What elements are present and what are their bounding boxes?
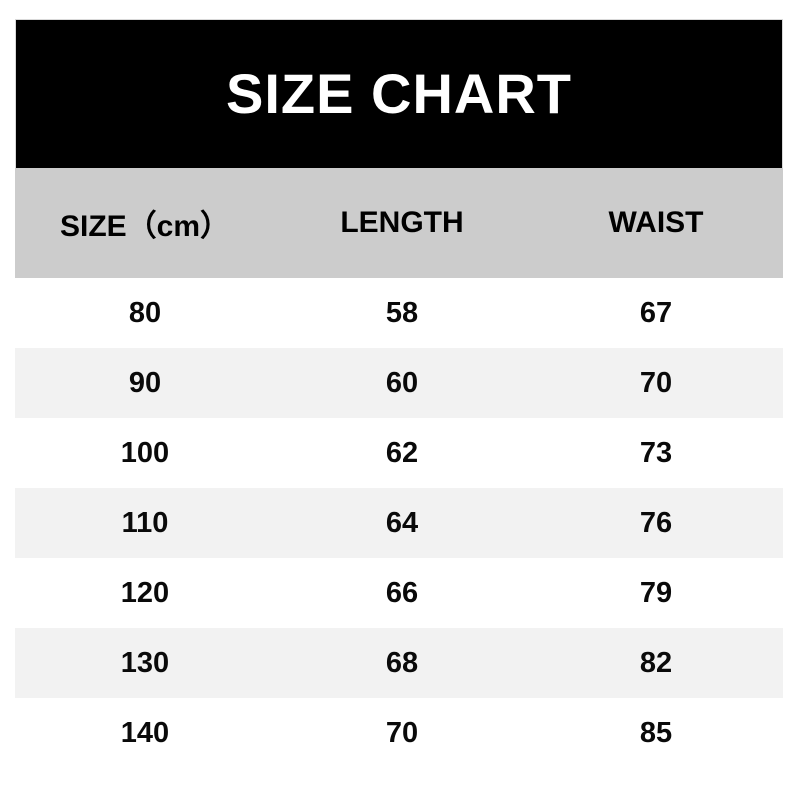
cell-size: 80 [15,278,275,348]
table-header-row: SIZE（cm） LENGTH WAIST [15,168,783,278]
cell-length: 64 [275,488,529,558]
column-header-size: SIZE（cm） [15,168,275,278]
table-header: SIZE（cm） LENGTH WAIST [15,168,783,278]
table-row: 110 64 76 [15,488,783,558]
cell-size: 90 [15,348,275,418]
cell-waist: 85 [529,698,783,768]
cell-length: 66 [275,558,529,628]
cell-size: 120 [15,558,275,628]
size-chart: SIZE CHART SIZE（cm） LENGTH WAIST 80 58 6… [15,19,783,768]
cell-waist: 67 [529,278,783,348]
table-row: 120 66 79 [15,558,783,628]
cell-length: 70 [275,698,529,768]
cell-length: 62 [275,418,529,488]
table-row: 130 68 82 [15,628,783,698]
column-header-waist: WAIST [529,168,783,278]
column-header-length: LENGTH [275,168,529,278]
table-row: 100 62 73 [15,418,783,488]
table-body: 80 58 67 90 60 70 100 62 73 110 64 76 12… [15,278,783,768]
table-row: 140 70 85 [15,698,783,768]
cell-length: 68 [275,628,529,698]
cell-size: 110 [15,488,275,558]
cell-length: 58 [275,278,529,348]
table-row: 90 60 70 [15,348,783,418]
cell-size: 100 [15,418,275,488]
cell-waist: 70 [529,348,783,418]
cell-waist: 76 [529,488,783,558]
size-chart-table: SIZE（cm） LENGTH WAIST 80 58 67 90 60 70 … [15,168,783,768]
cell-size: 130 [15,628,275,698]
cell-length: 60 [275,348,529,418]
cell-waist: 79 [529,558,783,628]
page-title: SIZE CHART [226,62,572,125]
cell-size: 140 [15,698,275,768]
cell-waist: 82 [529,628,783,698]
chart-title-bar: SIZE CHART [15,19,783,168]
table-row: 80 58 67 [15,278,783,348]
cell-waist: 73 [529,418,783,488]
